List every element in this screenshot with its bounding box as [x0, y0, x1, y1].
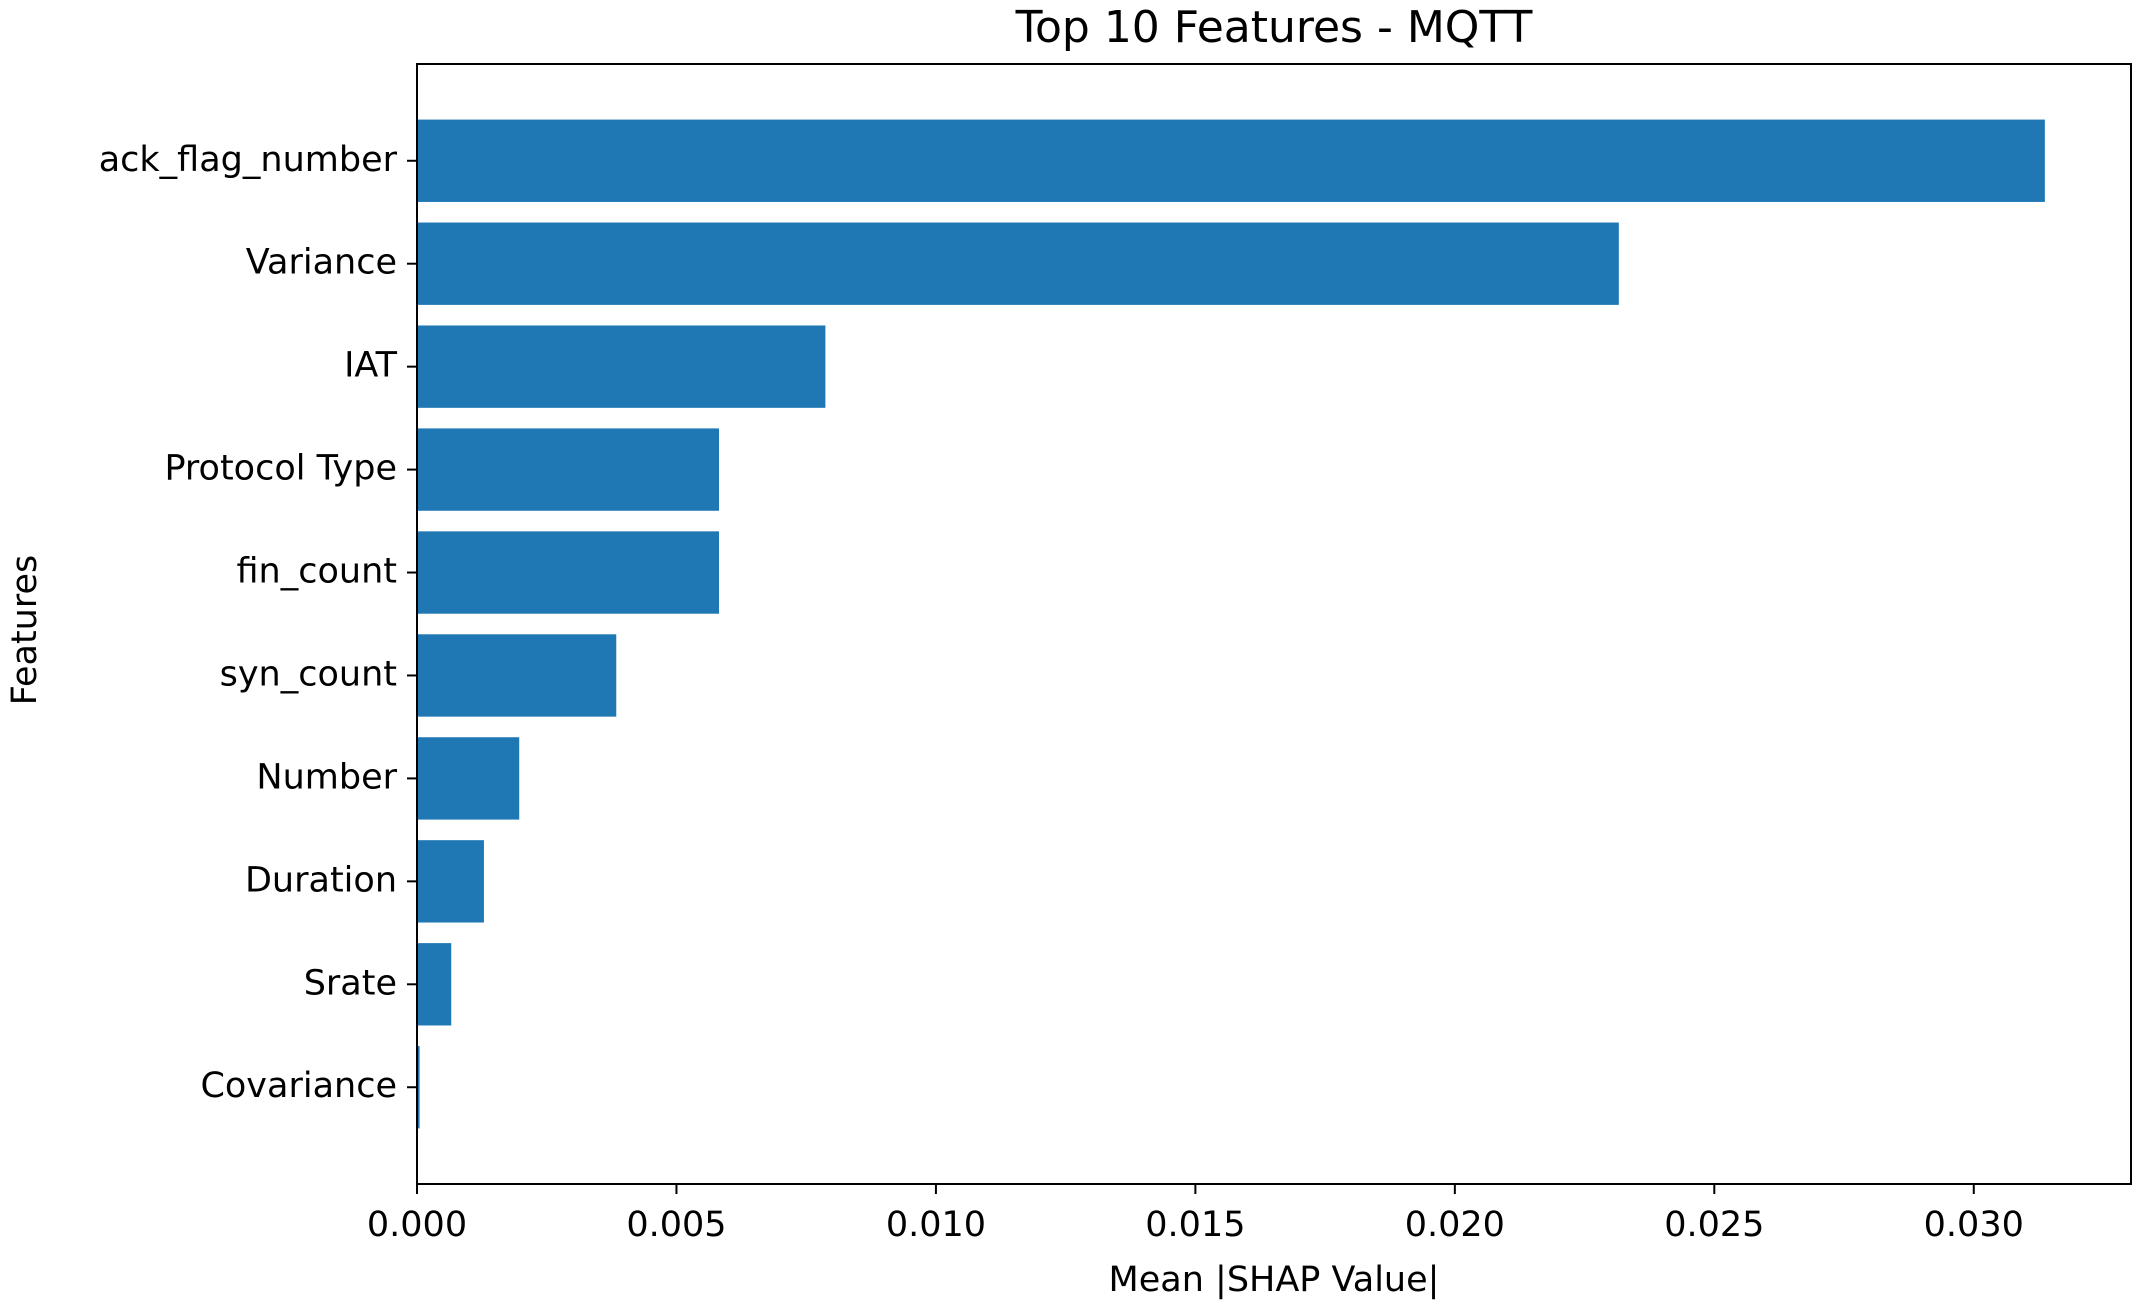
bar: [417, 943, 452, 1026]
y-tick-label: Srate: [304, 963, 397, 1003]
y-axis-label: Features: [5, 555, 45, 706]
chart-title: Top 10 Features - MQTT: [1015, 2, 1533, 53]
x-tick-label: 0.030: [1924, 1205, 2024, 1245]
bar: [417, 119, 2045, 202]
y-tick-label: Duration: [245, 860, 397, 900]
y-tick-label: Number: [256, 757, 397, 797]
bar: [417, 634, 617, 717]
plot-area: [417, 119, 2045, 1129]
bar: [417, 428, 720, 511]
x-tick-label: 0.020: [1405, 1205, 1505, 1245]
x-axis-label: Mean |SHAP Value|: [1109, 1260, 1440, 1300]
y-tick-label: fin_count: [237, 552, 397, 592]
axes-frame: [416, 63, 2132, 1185]
x-tick-label: 0.000: [367, 1205, 467, 1245]
x-tick-label: 0.005: [626, 1205, 726, 1245]
bar: [417, 1046, 420, 1129]
bar: [417, 222, 1619, 305]
x-tick-label: 0.025: [1664, 1205, 1764, 1245]
y-tick-label: syn_count: [220, 654, 397, 694]
x-tick-label: 0.015: [1145, 1205, 1245, 1245]
bar: [417, 531, 720, 614]
y-tick-label: ack_flag_number: [99, 140, 398, 180]
y-tick-label: IAT: [344, 346, 398, 386]
bar: [417, 840, 484, 923]
y-tick-label: Covariance: [200, 1066, 397, 1106]
bar: [417, 737, 520, 820]
x-tick-label: 0.010: [886, 1205, 986, 1245]
y-tick-label: Variance: [246, 243, 397, 283]
bar: [417, 325, 826, 408]
y-tick-label: Protocol Type: [164, 449, 397, 489]
